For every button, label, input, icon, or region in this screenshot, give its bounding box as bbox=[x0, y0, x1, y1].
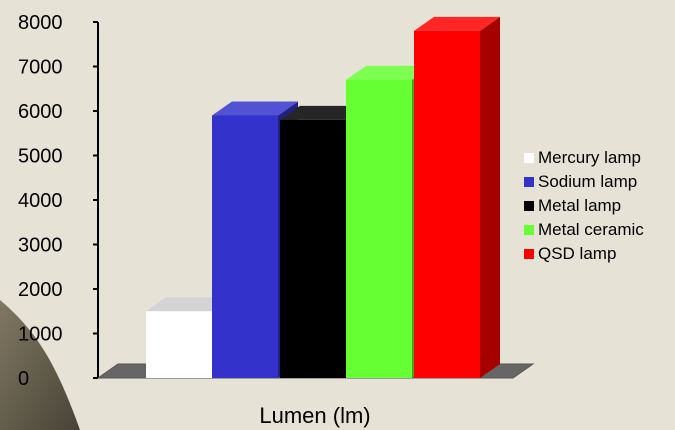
legend-label: Mercury lamp bbox=[538, 148, 641, 167]
y-axis-tick-label: 4000 bbox=[18, 190, 63, 212]
bar bbox=[346, 79, 412, 378]
legend-swatch bbox=[524, 153, 534, 163]
decorative-corner bbox=[0, 300, 80, 430]
bar-top bbox=[212, 101, 298, 116]
bars-group bbox=[146, 16, 500, 379]
bar-top bbox=[414, 16, 500, 31]
y-axis-tick-label: 5000 bbox=[18, 146, 63, 168]
legend-swatch bbox=[524, 201, 534, 211]
legend-label: Metal ceramic bbox=[538, 220, 644, 239]
legend-label: Sodium lamp bbox=[538, 172, 637, 191]
bar-side bbox=[480, 16, 500, 379]
legend-swatch bbox=[524, 225, 534, 235]
legend-swatch bbox=[524, 249, 534, 259]
legend-label: QSD lamp bbox=[538, 244, 616, 263]
bar bbox=[280, 119, 346, 379]
legend-label: Metal lamp bbox=[538, 196, 621, 215]
legend-swatch bbox=[524, 177, 534, 187]
y-axis-tick-label: 8000 bbox=[18, 12, 63, 34]
y-axis-tick-label: 1000 bbox=[18, 324, 63, 346]
x-axis-label: Lumen (lm) bbox=[259, 403, 370, 428]
y-axis-tick-label: 0 bbox=[18, 368, 29, 390]
y-axis-tick-label: 2000 bbox=[18, 279, 63, 301]
bar bbox=[414, 30, 480, 379]
y-axis-tick-label: 6000 bbox=[18, 101, 63, 123]
bar bbox=[146, 311, 212, 378]
bar bbox=[212, 115, 278, 378]
legend-group: Mercury lamp Sodium lamp Metal lamp Metal c… bbox=[524, 148, 644, 263]
bar-top bbox=[146, 297, 232, 312]
y-axis-tick-label: 7000 bbox=[18, 57, 63, 79]
bar-group bbox=[414, 16, 500, 379]
bar-top bbox=[346, 65, 432, 80]
y-axis-tick-label: 3000 bbox=[18, 235, 63, 257]
bar-top bbox=[280, 105, 366, 120]
